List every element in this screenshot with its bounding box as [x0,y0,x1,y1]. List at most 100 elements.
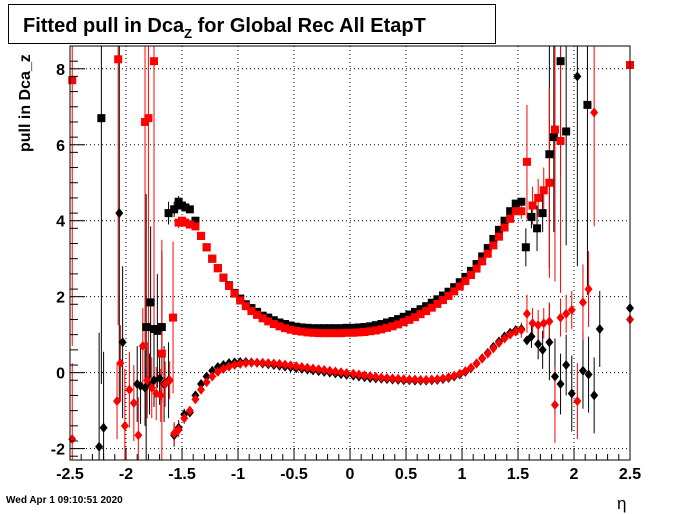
square-marker [410,313,419,322]
square-marker [144,114,153,123]
diamond-marker [230,360,239,371]
x-tick-label: -1.5 [168,466,196,483]
square-marker [444,291,453,300]
square-marker [258,314,267,323]
diamond-marker [534,339,543,350]
diamond-marker [433,374,442,385]
diamond-marker [472,358,481,369]
square-marker [286,325,295,334]
square-marker [354,323,363,332]
diamond-marker [360,370,369,381]
square-marker [511,199,520,208]
square-marker [399,312,408,321]
square-marker [517,197,526,206]
square-marker [342,323,351,332]
square-marker [202,243,211,252]
x-tick-label: 0 [346,466,355,483]
square-marker [472,260,481,269]
diamond-marker [275,358,284,369]
square-marker [281,320,290,329]
square-marker [325,329,334,338]
square-marker [150,57,158,66]
square-marker [500,216,509,225]
x-tick-label: -1 [231,466,245,483]
square-marker [533,224,542,233]
square-marker [489,241,498,250]
diamond-marker [116,358,125,369]
y-tick-label: -2 [51,442,65,459]
square-marker [170,205,179,214]
diamond-marker [366,371,375,382]
diamond-marker [281,359,290,370]
square-marker [185,205,194,214]
square-marker [549,133,558,142]
square-marker [157,323,166,332]
diamond-marker [337,367,346,378]
square-marker [157,349,166,358]
diamond-marker [377,372,386,383]
diamond-marker [95,441,104,452]
diamond-marker [258,357,267,368]
square-marker [241,302,250,311]
tick-labels: -2.5 -2 -1.5 -1 -0.5 0 0.5 1 1.5 2 2.5 -2 0 2 4 6 8 [51,62,641,483]
square-marker [153,326,162,335]
square-marker [191,216,200,225]
diamond-marker [489,343,498,354]
diamond-marker [297,361,306,372]
square-marker [354,328,363,337]
square-marker [388,316,397,325]
square-marker [337,324,346,333]
diamond-marker [382,372,391,383]
square-marker [185,220,194,229]
diamond-marker [371,371,380,382]
square-marker [230,289,239,298]
square-marker [309,324,318,333]
square-marker [366,322,375,331]
square-marker [506,207,515,216]
diamond-marker [461,366,470,377]
x-tick-label: -2 [119,466,133,483]
square-marker [181,203,190,212]
square-marker [314,329,323,338]
square-marker [534,193,543,202]
square-marker [500,223,509,232]
diamond-marker [120,420,129,431]
square-marker [371,321,380,330]
square-marker [528,201,537,210]
square-marker [511,207,520,216]
square-marker [181,218,190,227]
diamond-marker [444,372,453,383]
square-marker [562,127,571,136]
square-marker [236,296,245,305]
diamond-marker [556,312,565,323]
square-marker [494,232,503,241]
diamond-marker [202,377,211,388]
diamond-marker [528,318,537,329]
square-marker [450,283,459,292]
square-marker [478,257,487,266]
square-marker [427,298,436,307]
square-marker [360,328,369,337]
diamond-marker [478,353,487,364]
square-marker [433,299,442,308]
square-marker [225,282,234,291]
diamond-marker [115,208,124,219]
square-marker [303,328,312,337]
diamond-marker [264,358,273,369]
square-marker [472,264,481,273]
diamond-marker [394,373,403,384]
diamond-marker [342,368,351,379]
square-marker [114,55,123,64]
square-marker [269,320,278,329]
diamond-marker [236,358,245,369]
square-marker [422,307,431,316]
square-marker [331,324,340,333]
diamond-marker [208,365,217,376]
square-marker [320,324,329,333]
square-marker [455,278,464,287]
square-marker [264,317,273,326]
square-marker [382,318,391,327]
square-marker [286,321,295,330]
x-tick-label: 2 [570,466,579,483]
square-marker [450,287,459,296]
